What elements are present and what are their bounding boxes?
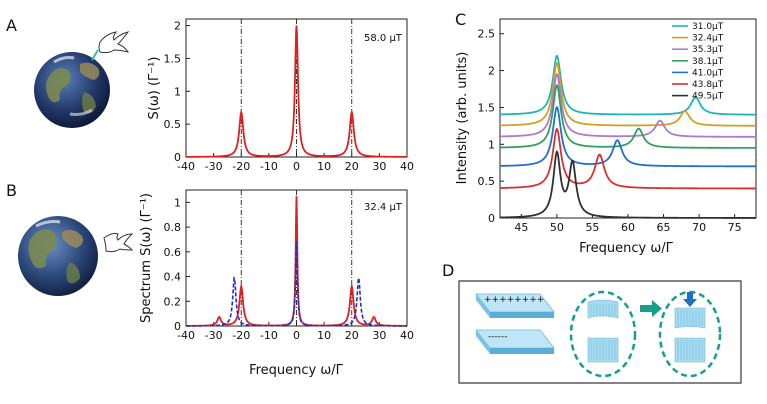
bird-icon-b	[103, 233, 134, 253]
x-tick-label: 60	[621, 221, 635, 234]
series-line-spectrum	[186, 25, 407, 158]
series-line-dashed	[186, 241, 407, 327]
y-tick-label: 2	[174, 20, 181, 33]
x-tick-label: 45	[514, 221, 528, 234]
x-tick-label: -10	[260, 329, 278, 342]
panel-b-field-label: 32.4 μT	[364, 202, 403, 213]
series-line-381t	[499, 83, 756, 149]
x-tick-label: 65	[657, 221, 671, 234]
panel-a-chart: -40 -30 -20 -10 0 10 20 30 40 0 0.5 1 1.5 2 58.0 μT S…	[147, 18, 414, 173]
x-tick-label: 30	[372, 329, 386, 342]
y-tick-label: 0.6	[164, 246, 182, 259]
x-tick-label: 0	[293, 160, 300, 173]
series-line-495t	[499, 150, 756, 219]
x-tick-label: 10	[317, 160, 331, 173]
y-tick-label: 0.5	[164, 118, 182, 131]
x-tick-label: 75	[728, 221, 742, 234]
x-tick-label: -20	[232, 329, 250, 342]
legend-label: 43.8μT	[692, 80, 724, 90]
y-tick-label: 0.5	[478, 175, 496, 188]
legend-label: 41.0μT	[692, 68, 724, 78]
x-tick-label: 30	[372, 160, 386, 173]
plate-top-charge: ++++++++	[484, 295, 544, 305]
x-tick-label: 0	[293, 329, 300, 342]
panel-c-xlabel: Frequency ω/Γ	[579, 241, 674, 256]
y-tick-label: 1	[174, 85, 181, 98]
y-tick-label: 1.5	[164, 52, 182, 65]
bird-icon-a	[98, 31, 130, 54]
x-tick-label: 55	[585, 221, 599, 234]
down-arrow-icon	[683, 292, 697, 307]
y-tick-label: 0	[488, 212, 495, 225]
y-tick-label: 1.5	[478, 101, 496, 114]
x-tick-label: -30	[205, 160, 223, 173]
earth-illustration-b	[18, 216, 98, 296]
y-tick-label: 0.4	[164, 271, 182, 284]
series-line-324t	[499, 61, 756, 127]
x-tick-label: -20	[232, 160, 250, 173]
charged-plate-positive: ++++++++	[475, 293, 555, 318]
y-tick-label: 0.8	[164, 221, 182, 234]
earth-illustration-a	[34, 52, 110, 128]
panel-b-ylabel: Spectrum S(ω) (Γ⁻¹)	[139, 193, 154, 323]
legend-label: 38.1μT	[692, 57, 724, 67]
x-tick-label: -40	[177, 329, 195, 342]
panel-d-diagram: ++++++++ ------	[458, 280, 742, 384]
x-tick-label: -40	[177, 160, 195, 173]
series-line-solid	[186, 196, 407, 327]
y-tick-label: 2	[488, 65, 495, 78]
series-line-410t	[499, 105, 756, 168]
charged-plate-negative: ------	[475, 329, 555, 354]
x-tick-label: 10	[317, 329, 331, 342]
x-tick-label: 20	[345, 160, 359, 173]
y-tick-label: 1	[174, 196, 181, 209]
legend-label: 35.3μT	[692, 45, 724, 55]
panel-letter-b: B	[6, 181, 17, 200]
transition-arrow	[640, 300, 662, 317]
legend-label: 31.0μT	[692, 22, 724, 32]
x-tick-label: 20	[345, 329, 359, 342]
legend-label: 32.4μT	[692, 34, 724, 44]
panel-a-ylabel: S(ω) (Γ⁻¹)	[147, 57, 162, 120]
panel-a-field-label: 58.0 μT	[364, 33, 403, 44]
panel-b-xlabel: Frequency ω/Γ	[249, 363, 344, 378]
plate-bottom-charge: ------	[488, 332, 508, 342]
panel-c-ylabel: Intensity (arb. units)	[455, 52, 470, 185]
y-tick-label: 0.2	[164, 295, 182, 308]
x-tick-label: 50	[550, 221, 564, 234]
series-line-438t	[499, 127, 756, 190]
bird-path-a	[91, 49, 99, 61]
y-tick-label: 1	[488, 138, 495, 151]
crystal-ellipse-before	[569, 290, 637, 378]
x-tick-label: -30	[205, 329, 223, 342]
panel-letter-a: A	[6, 16, 17, 35]
panel-letter-c: C	[455, 10, 466, 29]
series-line-353t	[499, 72, 756, 138]
series-line-310t	[499, 54, 756, 116]
x-tick-label: 40	[400, 329, 414, 342]
legend-label: 49.5μT	[692, 92, 724, 102]
x-tick-label: 70	[692, 221, 706, 234]
x-tick-label: 40	[400, 160, 414, 173]
y-tick-label: 2.5	[478, 28, 496, 41]
x-tick-label: -10	[260, 160, 278, 173]
y-tick-label: 0	[174, 151, 181, 164]
y-tick-label: 0	[174, 320, 181, 333]
panel-b-chart: -40 -30 -20 -10 0 10 20 30 40 0 0.2 0.4 0.6 0.8 1 32.4…	[139, 189, 414, 378]
panel-letter-d: D	[442, 261, 454, 280]
